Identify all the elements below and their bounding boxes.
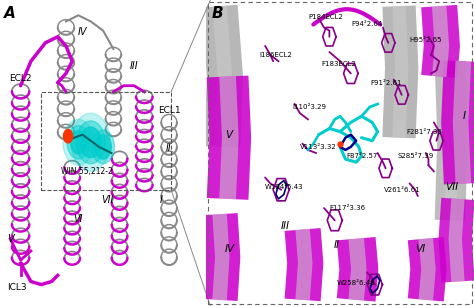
Circle shape xyxy=(95,135,111,159)
Text: V261²6.61: V261²6.61 xyxy=(383,187,420,193)
Text: V: V xyxy=(225,130,232,140)
Text: II: II xyxy=(334,240,340,250)
Text: A: A xyxy=(4,6,16,21)
Text: F117²3.36: F117²3.36 xyxy=(329,205,365,211)
Text: W258²6.48: W258²6.48 xyxy=(336,280,375,286)
Text: F87²2.57: F87²2.57 xyxy=(346,153,378,159)
Text: H95²2.65: H95²2.65 xyxy=(410,37,442,43)
Bar xyxy=(41,92,171,190)
Text: ECL2: ECL2 xyxy=(9,73,32,83)
Text: ECL1: ECL1 xyxy=(158,106,181,115)
Text: W194²5.43: W194²5.43 xyxy=(265,184,304,190)
Circle shape xyxy=(76,121,105,164)
Text: S285²7.39: S285²7.39 xyxy=(398,153,434,159)
Text: I: I xyxy=(159,196,162,205)
Text: F183ECL2: F183ECL2 xyxy=(321,61,356,67)
Text: VII: VII xyxy=(101,196,113,205)
Text: I: I xyxy=(463,111,466,121)
Text: I110²3.29: I110²3.29 xyxy=(292,104,326,110)
Circle shape xyxy=(92,130,114,164)
Text: IV: IV xyxy=(78,27,87,37)
Circle shape xyxy=(71,113,110,171)
Text: F281²7.35: F281²7.35 xyxy=(406,129,442,135)
Text: VI: VI xyxy=(416,244,426,254)
Text: B: B xyxy=(211,6,223,21)
Text: III: III xyxy=(130,61,138,71)
Text: ICL3: ICL3 xyxy=(7,283,27,292)
Text: F94²2.64: F94²2.64 xyxy=(352,21,383,28)
Text: III: III xyxy=(281,222,290,231)
Circle shape xyxy=(81,127,101,158)
Text: I186ECL2: I186ECL2 xyxy=(260,52,292,58)
Circle shape xyxy=(67,125,90,159)
Circle shape xyxy=(63,119,94,165)
Text: F91²2.61: F91²2.61 xyxy=(370,80,401,86)
Text: VI: VI xyxy=(73,214,83,224)
Circle shape xyxy=(71,131,86,154)
Text: II: II xyxy=(166,144,172,153)
Text: V113²3.32: V113²3.32 xyxy=(300,144,337,150)
Circle shape xyxy=(64,129,73,143)
Text: V: V xyxy=(7,234,14,244)
Text: VII: VII xyxy=(445,182,458,192)
Text: WIN 55,212-2: WIN 55,212-2 xyxy=(61,167,112,176)
Text: P184ECL2: P184ECL2 xyxy=(308,14,343,20)
Text: IV: IV xyxy=(225,244,235,254)
